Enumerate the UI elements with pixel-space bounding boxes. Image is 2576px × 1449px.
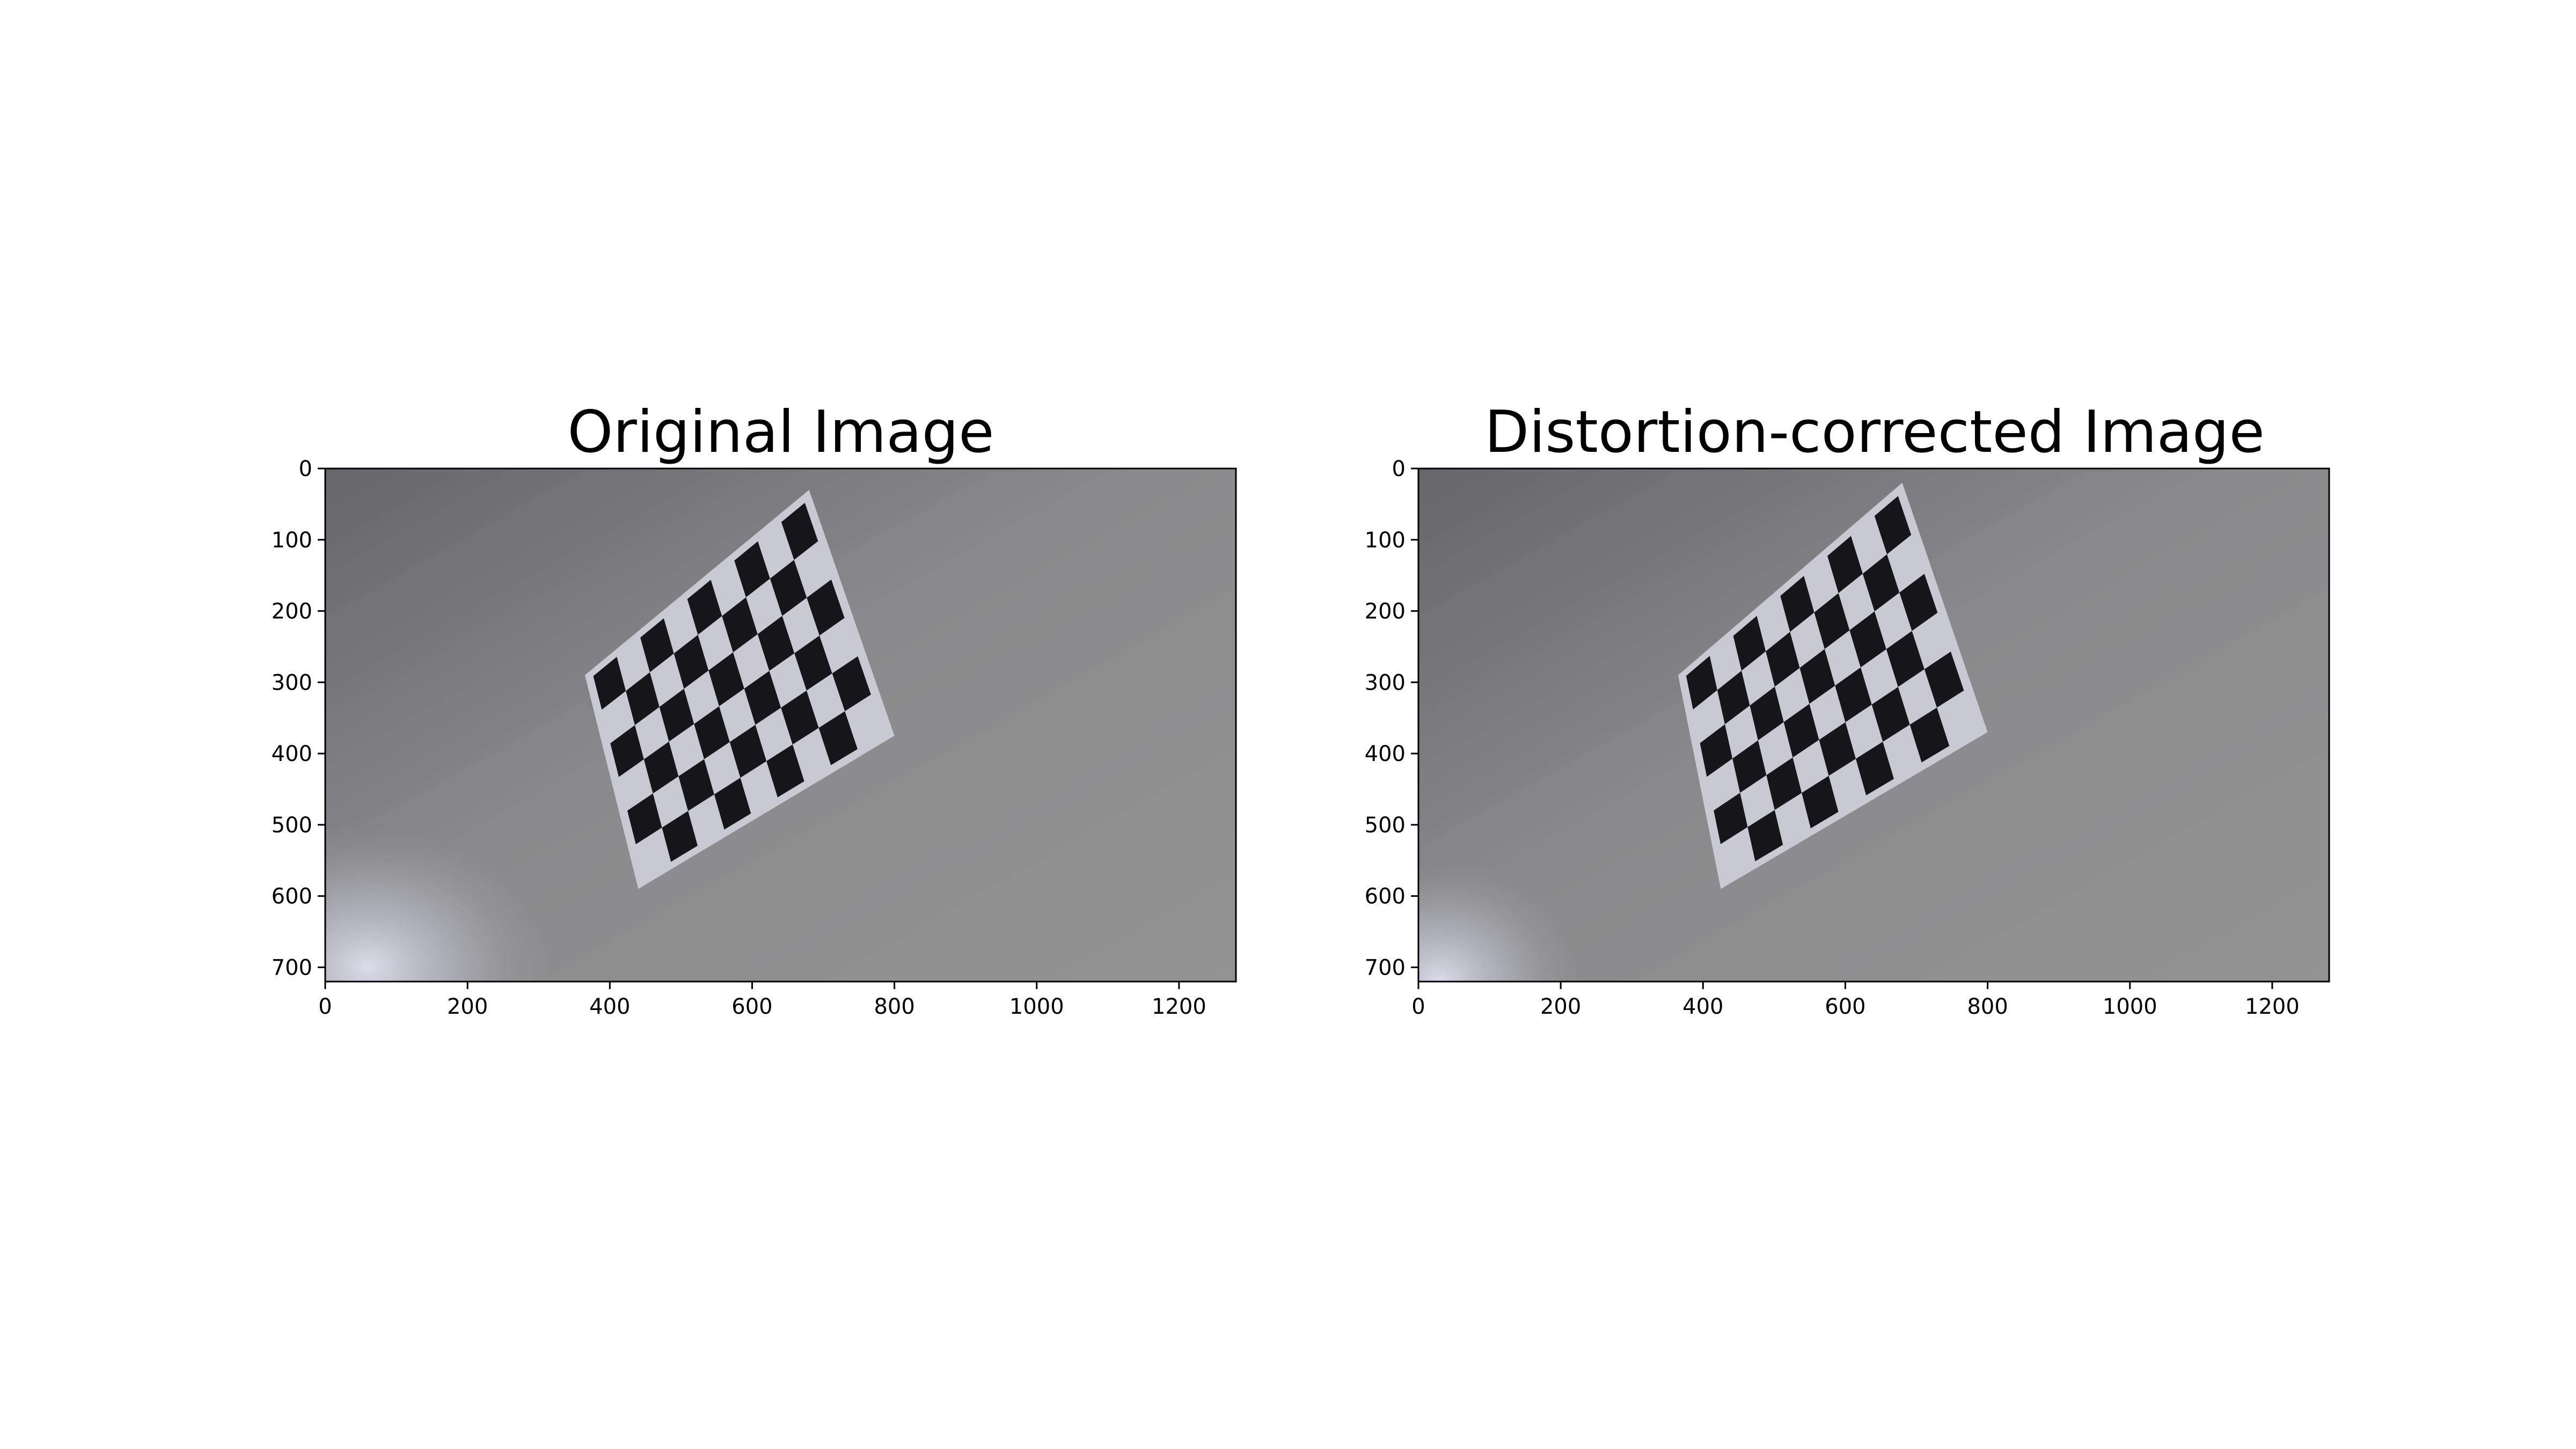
checker-square — [1899, 574, 1938, 631]
axes-frame — [324, 467, 1237, 983]
checker-square — [708, 652, 744, 707]
checker-square — [1766, 757, 1802, 810]
checker-square — [1747, 810, 1783, 861]
checker-square — [662, 811, 698, 862]
checker-square — [1835, 667, 1872, 722]
x-tick-label: 200 — [1540, 994, 1581, 1019]
x-axis-ticks: 0 200 400 600 800 1000 1200 — [1411, 982, 2300, 1019]
checker-square — [659, 689, 694, 742]
y-tick-label: 300 — [1365, 670, 1406, 695]
checker-square — [1686, 656, 1717, 710]
checker-square — [687, 580, 722, 635]
x-tick-label: 1200 — [1152, 994, 1206, 1019]
checker-square — [781, 502, 818, 560]
checker-square — [593, 656, 626, 710]
panel-corrected: Distortion-corrected Image 0 200 400 600 800… — [1365, 399, 2330, 1019]
y-axis-ticks: 0 100 200 300 400 500 600 700 — [272, 457, 325, 980]
x-tick-label: 1000 — [1009, 994, 1064, 1019]
checkerboard — [1678, 482, 1988, 889]
checker-square — [1783, 704, 1819, 758]
x-tick-label: 1200 — [2245, 994, 2300, 1019]
checker-square — [678, 759, 714, 811]
y-tick-label: 200 — [272, 599, 312, 624]
y-tick-label: 400 — [1365, 742, 1406, 766]
checker-square — [766, 744, 804, 797]
checker-square — [1814, 593, 1850, 649]
checker-square — [1909, 707, 1950, 763]
checker-square — [757, 616, 795, 671]
checker-square — [744, 671, 781, 725]
checker-square — [1799, 649, 1835, 704]
checker-square — [1750, 686, 1784, 741]
checker-square — [1766, 632, 1800, 687]
checker-square — [626, 672, 660, 726]
axes-frame — [1417, 467, 2330, 983]
checker-square — [1780, 576, 1814, 632]
checker-square — [627, 793, 662, 845]
checker-square — [714, 778, 751, 830]
y-axis-ticks: 0 100 200 300 400 500 600 700 — [1365, 457, 1418, 980]
checker-square — [781, 690, 819, 745]
x-tick-label: 0 — [318, 994, 332, 1019]
x-tick-label: 600 — [1825, 994, 1865, 1019]
x-tick-label: 600 — [731, 994, 772, 1019]
y-tick-label: 600 — [272, 884, 312, 909]
x-tick-label: 800 — [874, 994, 914, 1019]
checker-square — [794, 635, 832, 691]
checker-square — [1733, 616, 1766, 671]
y-tick-label: 0 — [1392, 457, 1406, 481]
checker-square — [1717, 670, 1750, 724]
photo-corrected — [1418, 469, 2329, 982]
checkerboard — [584, 489, 895, 889]
y-tick-label: 100 — [1365, 528, 1406, 553]
photo-original — [325, 469, 1236, 982]
checker-square — [1862, 554, 1900, 612]
checker-square — [694, 706, 730, 759]
checker-square — [1732, 740, 1767, 793]
checker-square — [643, 741, 679, 794]
checker-square — [818, 711, 858, 765]
x-tick-label: 400 — [1682, 994, 1723, 1019]
checker-square — [770, 560, 807, 616]
checker-square — [1827, 536, 1863, 594]
checker-square — [722, 597, 758, 653]
checker-square — [1874, 496, 1912, 554]
x-tick-label: 1000 — [2103, 994, 2157, 1019]
y-tick-label: 500 — [272, 813, 312, 838]
checker-square — [729, 724, 767, 778]
x-tick-label: 0 — [1411, 994, 1425, 1019]
checker-square — [1871, 686, 1910, 742]
checker-square — [1924, 652, 1964, 708]
checker-square — [640, 618, 674, 672]
y-tick-label: 200 — [1365, 599, 1406, 624]
y-tick-label: 0 — [299, 457, 312, 481]
x-axis-ticks: 0 200 400 600 800 1000 1200 — [318, 982, 1206, 1019]
checker-square — [734, 541, 770, 598]
checker-square — [1714, 793, 1748, 844]
checker-square — [1700, 724, 1733, 777]
x-tick-label: 800 — [1967, 994, 2008, 1019]
checker-square — [610, 725, 644, 777]
y-tick-label: 700 — [1365, 955, 1406, 980]
y-tick-label: 300 — [272, 670, 312, 695]
panel-original: Original Image 0 200 400 600 800 1000 1200 0 10… — [272, 399, 1237, 1019]
y-tick-label: 500 — [1365, 813, 1406, 838]
x-tick-label: 400 — [589, 994, 630, 1019]
y-tick-label: 100 — [272, 528, 312, 553]
y-tick-label: 400 — [272, 742, 312, 766]
panel-title: Original Image — [567, 399, 994, 466]
checker-square — [1819, 722, 1856, 776]
x-tick-label: 200 — [447, 994, 488, 1019]
y-tick-label: 600 — [1365, 884, 1406, 909]
checker-square — [1855, 742, 1894, 796]
checker-square — [1802, 775, 1839, 829]
checker-square — [1849, 611, 1886, 668]
panel-title: Distortion-corrected Image — [1484, 399, 2265, 466]
checker-square — [832, 656, 871, 712]
checker-square — [1886, 631, 1924, 687]
checker-square — [807, 579, 845, 636]
checker-square — [674, 634, 709, 689]
y-tick-label: 700 — [272, 955, 312, 980]
